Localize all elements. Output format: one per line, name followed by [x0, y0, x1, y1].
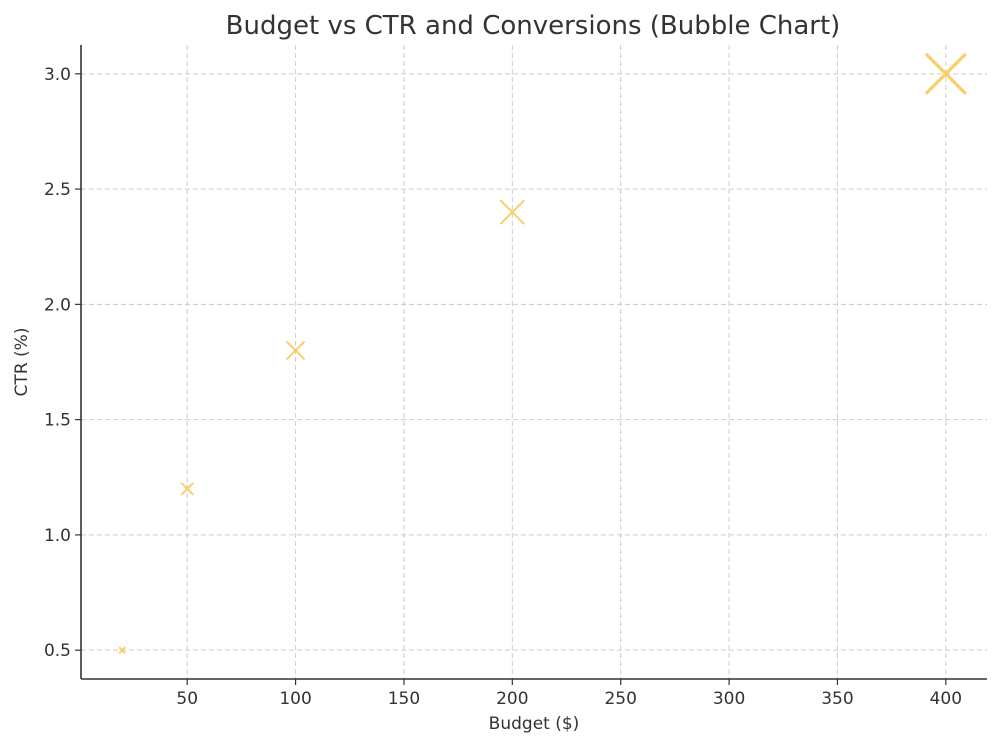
x-tick-label: 300 [713, 689, 745, 709]
x-marker-icon [180, 482, 194, 496]
x-marker-icon [118, 646, 126, 654]
y-tick-label: 2.0 [44, 295, 71, 315]
y-tick-label: 3.0 [44, 65, 71, 85]
x-marker-icon [285, 340, 306, 361]
grid-lines [81, 45, 987, 679]
y-tick-label: 1.0 [44, 526, 71, 546]
chart-title: Budget vs CTR and Conversions (Bubble Ch… [226, 11, 841, 41]
x-tick-label: 150 [388, 689, 420, 709]
y-tick-label: 1.5 [44, 411, 71, 431]
x-tick-label: 50 [176, 689, 198, 709]
y-axis-label: CTR (%) [12, 328, 32, 397]
y-axis-ticks: 0.5 1.0 1.5 2.0 2.5 3.0 [44, 65, 81, 661]
x-tick-label: 350 [821, 689, 853, 709]
x-tick-label: 250 [604, 689, 636, 709]
x-tick-label: 400 [930, 689, 962, 709]
x-marker-icon [924, 52, 967, 95]
x-marker-icon [499, 199, 526, 225]
axes [80, 45, 987, 680]
x-tick-label: 100 [279, 689, 311, 709]
y-tick-label: 2.5 [44, 180, 71, 200]
x-axis-ticks: 50 100 150 200 250 300 350 400 [176, 679, 962, 709]
x-axis-label: Budget ($) [489, 714, 580, 734]
x-tick-label: 200 [496, 689, 528, 709]
data-markers [118, 52, 967, 654]
y-tick-label: 0.5 [44, 641, 71, 661]
